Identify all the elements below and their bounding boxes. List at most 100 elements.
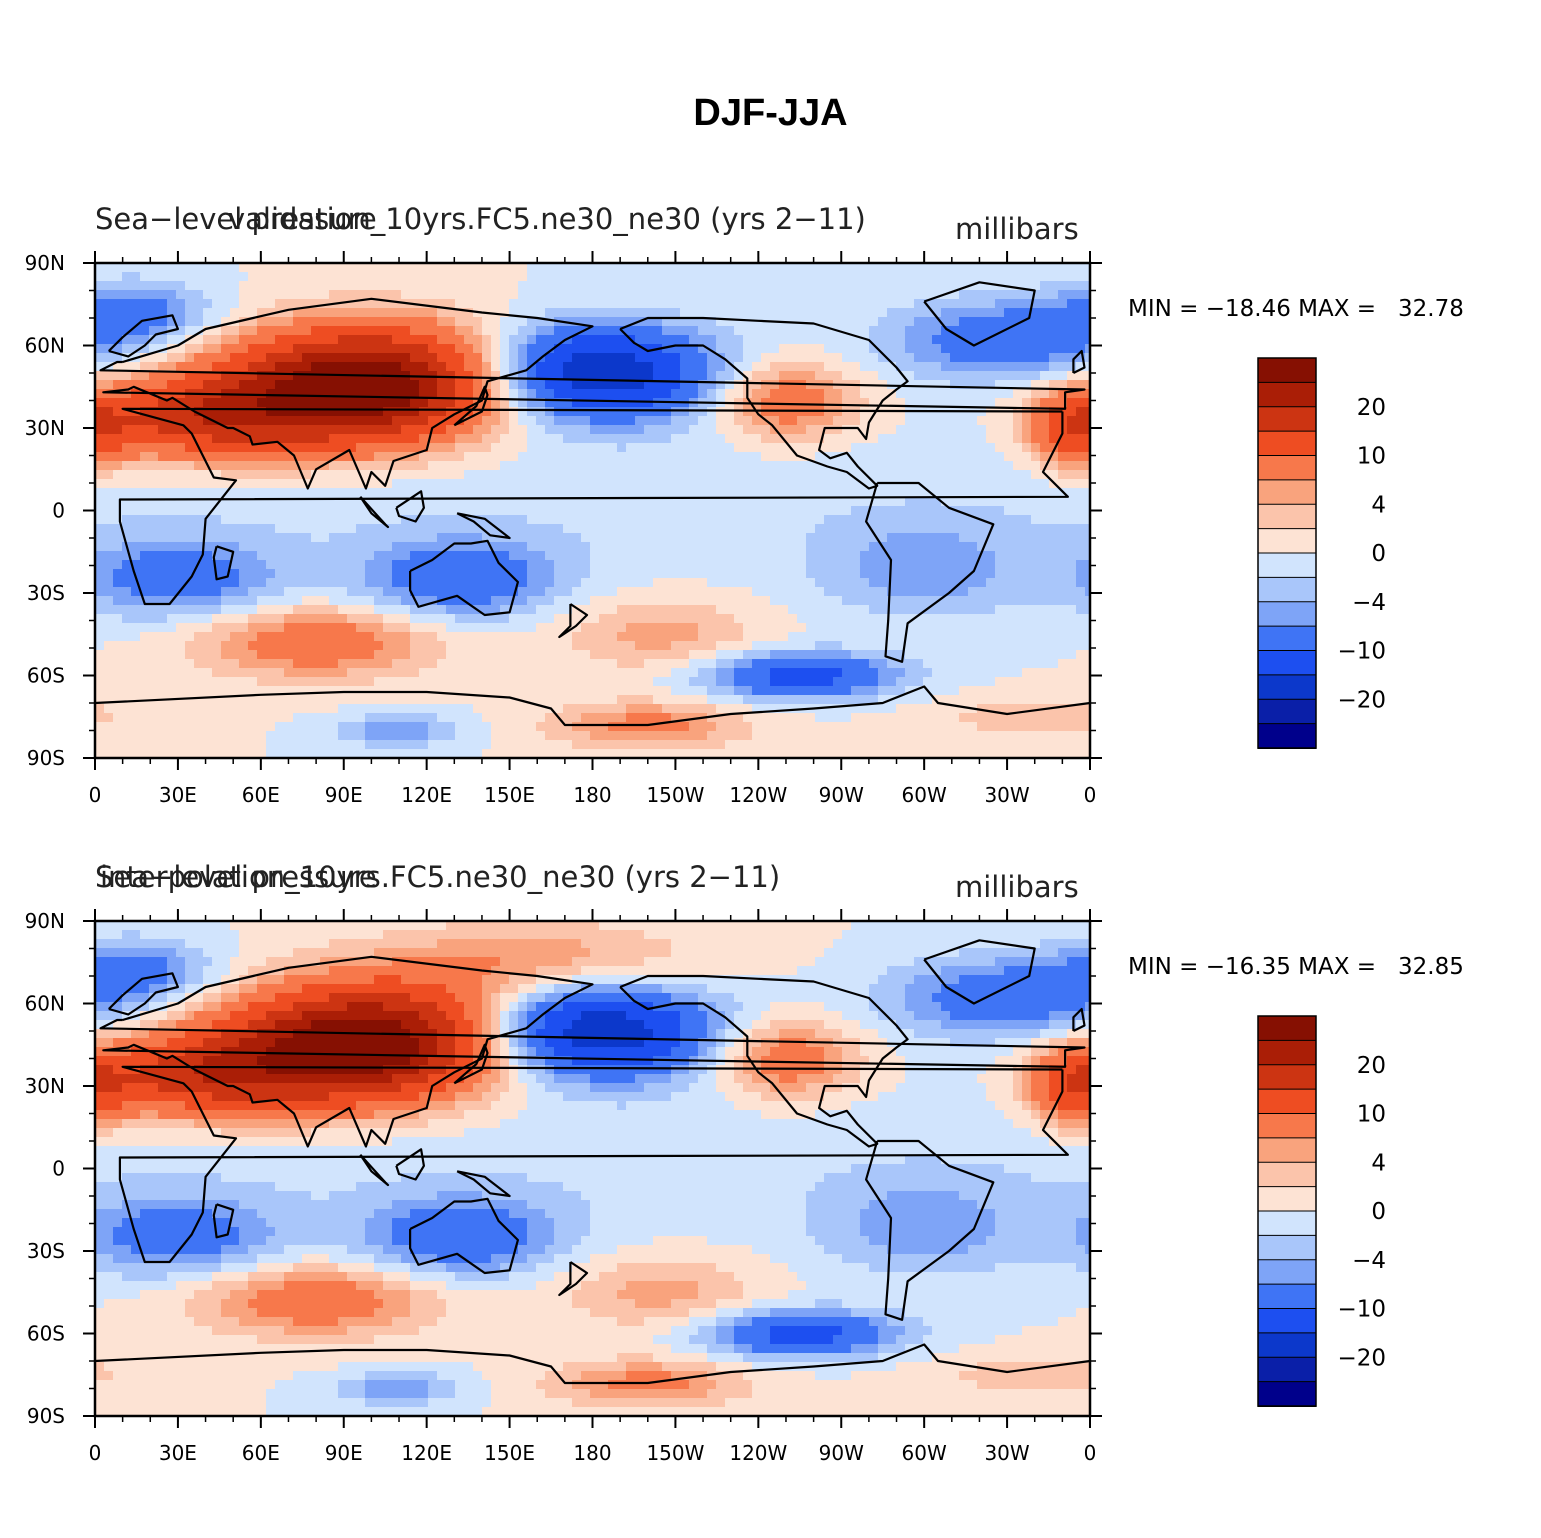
x-tick-label: 0: [1084, 783, 1097, 807]
colorbar-swatch: [1257, 528, 1317, 554]
colorbar-label: 20: [1357, 395, 1386, 421]
coastline: [212, 1203, 235, 1239]
colorbar-swatch: [1257, 479, 1317, 506]
colorbar-swatch: [1257, 601, 1317, 628]
coastline: [456, 1170, 511, 1198]
coastline: [558, 1261, 589, 1297]
y-tick-label: 0: [52, 499, 65, 523]
x-tick-label: 60E: [242, 1441, 280, 1465]
y-tick-label: 60S: [27, 664, 65, 688]
y-tick-label: 90N: [25, 251, 65, 275]
colorbar-swatch: [1257, 552, 1317, 579]
coastline: [99, 955, 1086, 1148]
colorbar-frame: [1257, 357, 1317, 749]
x-tick-label: 30W: [984, 783, 1029, 807]
colorbar-label: 0: [1371, 1199, 1386, 1225]
coastline: [619, 316, 909, 490]
colorbar-swatch: [1257, 1186, 1317, 1212]
colorbar-swatch: [1257, 1039, 1317, 1066]
x-tick-label: 180: [573, 783, 611, 807]
colorbar-swatch: [1257, 455, 1317, 481]
colorbar-swatch: [1257, 576, 1317, 603]
x-tick-label: 60W: [902, 783, 947, 807]
coastline: [99, 297, 1086, 490]
coastline: [359, 1154, 390, 1187]
y-tick-label: 30S: [27, 1239, 65, 1263]
y-tick-label: 60N: [25, 334, 65, 358]
colorbar-swatch: [1257, 430, 1317, 457]
colorbar-swatch: [1257, 674, 1317, 701]
x-tick-label: 60E: [242, 783, 280, 807]
colorbar-swatch: [1257, 1161, 1317, 1188]
colorbar-swatch: [1257, 1381, 1317, 1407]
x-tick-label: 0: [89, 783, 102, 807]
y-tick-label: 30N: [25, 416, 65, 440]
x-tick-label: 120E: [401, 783, 452, 807]
coastline: [1072, 349, 1086, 374]
coastline: [409, 1197, 520, 1275]
colorbar-label: −4: [1352, 1248, 1386, 1274]
colorbar-label: −4: [1352, 590, 1386, 616]
x-tick-label: 150E: [484, 1441, 535, 1465]
colorbar-swatch: [1257, 1064, 1317, 1091]
colorbar-swatch: [1257, 1259, 1317, 1286]
colorbar-swatch: [1257, 1356, 1317, 1383]
coastline: [108, 314, 179, 358]
x-tick-label: 0: [1084, 1441, 1097, 1465]
panel-center-title: validation_10yrs.FC5.ne30_ne30 (yrs 2−11…: [228, 202, 866, 236]
x-tick-label: 90E: [325, 1441, 363, 1465]
map-plot: 0 30E 60E 90E 120E 150E 180 150W 120W 90W 60W 30W 09…: [25, 251, 1386, 807]
y-tick-label: 90S: [27, 746, 65, 770]
x-tick-label: 90W: [819, 783, 864, 807]
coastline: [118, 407, 1070, 606]
x-tick-label: 180: [573, 1441, 611, 1465]
x-tick-label: 60W: [902, 1441, 947, 1465]
coastline: [453, 1043, 489, 1085]
coastline: [118, 1065, 1070, 1264]
y-tick-label: 90S: [27, 1404, 65, 1428]
map-panel-bottom: Sea−level pressure interpolation_10yrs.F…: [0, 828, 1541, 1468]
colorbar-label: −20: [1337, 687, 1386, 713]
colorbar-swatch: [1257, 1234, 1317, 1261]
colorbar-label: 20: [1357, 1053, 1386, 1079]
colorbar-label: 10: [1357, 1102, 1386, 1128]
coastlines: [94, 281, 1091, 727]
x-tick-label: 150E: [484, 783, 535, 807]
colorbar-swatch: [1257, 1137, 1317, 1164]
colorbar-swatch: [1257, 723, 1317, 749]
coastline: [558, 603, 589, 639]
coastline: [108, 972, 179, 1016]
x-tick-label: 120E: [401, 1441, 452, 1465]
colorbar-swatch: [1257, 1210, 1317, 1237]
y-tick-label: 60S: [27, 1322, 65, 1346]
colorbar-swatch: [1257, 650, 1317, 676]
coastline: [456, 512, 511, 540]
y-tick-label: 0: [52, 1157, 65, 1181]
coastline: [864, 1139, 995, 1321]
panel-left-title: Sea−level pressure: [95, 202, 377, 236]
contour-field: [95, 921, 1091, 1417]
colorbar-swatch: [1257, 625, 1317, 652]
x-tick-label: 120W: [729, 783, 787, 807]
x-tick-label: 90W: [819, 1441, 864, 1465]
colorbar-swatch: [1257, 1283, 1317, 1310]
colorbar: 20 10 4 0 −4 −10 −20: [1257, 1015, 1386, 1407]
colorbar-swatch: [1257, 698, 1317, 725]
x-tick-label: 90E: [325, 783, 363, 807]
colorbar-swatch: [1257, 503, 1317, 530]
panel-units: millibars: [955, 870, 1079, 904]
coastline: [864, 481, 995, 663]
colorbar-swatch: [1257, 357, 1317, 384]
x-tick-label: 150W: [646, 1441, 704, 1465]
coastline: [453, 385, 489, 427]
x-tick-label: 30E: [159, 783, 197, 807]
panel-min-max: MIN = −16.35 MAX = 32.85: [1128, 954, 1464, 980]
y-tick-label: 30N: [25, 1074, 65, 1098]
coastline: [923, 281, 1036, 347]
contour-field: [95, 263, 1091, 759]
colorbar-swatch: [1257, 406, 1317, 433]
colorbar-label: 4: [1371, 492, 1386, 518]
coastline: [395, 1148, 425, 1181]
colorbar-swatch: [1257, 1015, 1317, 1042]
panel-center-title: interpolation_10yrs.FC5.ne30_ne30 (yrs 2…: [100, 860, 781, 894]
